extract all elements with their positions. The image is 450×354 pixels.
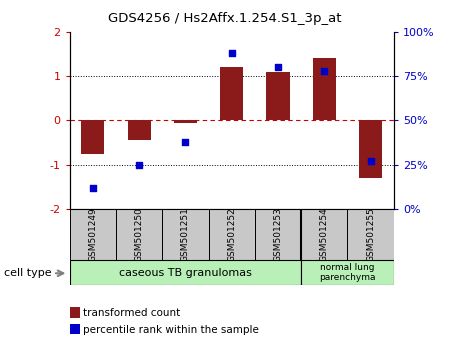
Bar xyxy=(347,209,394,260)
Bar xyxy=(209,209,255,260)
Bar xyxy=(128,120,151,140)
Point xyxy=(274,64,282,70)
Point xyxy=(321,68,328,74)
Bar xyxy=(116,209,162,260)
Text: normal lung
parenchyma: normal lung parenchyma xyxy=(319,263,376,282)
Text: transformed count: transformed count xyxy=(83,308,180,318)
Bar xyxy=(162,209,209,260)
Bar xyxy=(81,120,104,154)
Bar xyxy=(70,260,301,285)
Bar xyxy=(220,67,243,120)
Bar xyxy=(70,209,116,260)
Text: GSM501251: GSM501251 xyxy=(181,207,190,262)
Text: GSM501249: GSM501249 xyxy=(88,207,97,262)
Bar xyxy=(255,209,301,260)
Point xyxy=(228,50,235,56)
Bar xyxy=(313,58,336,120)
Text: caseous TB granulomas: caseous TB granulomas xyxy=(119,268,252,278)
Bar xyxy=(301,260,394,285)
Bar xyxy=(266,72,290,120)
Point xyxy=(367,158,374,164)
Text: percentile rank within the sample: percentile rank within the sample xyxy=(83,325,259,335)
Bar xyxy=(301,209,347,260)
Text: GSM501252: GSM501252 xyxy=(227,207,236,262)
Bar xyxy=(359,120,382,178)
Text: GSM501254: GSM501254 xyxy=(320,207,329,262)
Text: cell type: cell type xyxy=(4,268,52,278)
Point xyxy=(89,185,96,190)
Text: GSM501253: GSM501253 xyxy=(274,207,283,262)
Text: GSM501255: GSM501255 xyxy=(366,207,375,262)
Text: GDS4256 / Hs2Affx.1.254.S1_3p_at: GDS4256 / Hs2Affx.1.254.S1_3p_at xyxy=(108,12,342,25)
Bar xyxy=(174,120,197,122)
Text: GSM501250: GSM501250 xyxy=(135,207,144,262)
Point xyxy=(135,162,143,167)
Point xyxy=(182,139,189,144)
